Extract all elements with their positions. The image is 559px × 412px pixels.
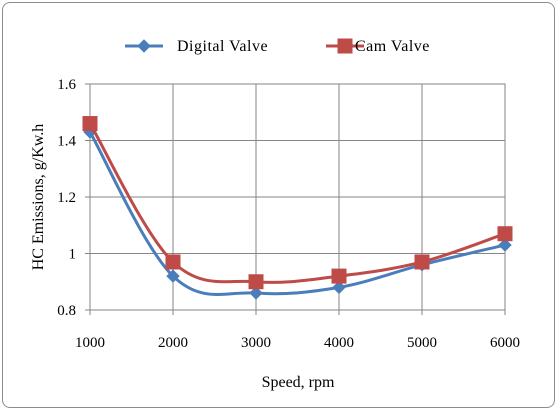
data-point-digital-valve — [498, 238, 512, 252]
y-tick-label: 1.4 — [57, 134, 76, 150]
legend-label-cam-valve: Cam Valve — [355, 38, 430, 55]
y-tick-label: 1.6 — [57, 77, 76, 93]
data-point-cam-valve — [414, 254, 430, 270]
chart-frame — [2, 2, 555, 408]
legend-marker-digital-valve — [137, 39, 151, 53]
grid-lines — [89, 83, 506, 311]
legend-marker-cam-valve — [337, 38, 353, 54]
y-axis-ticks: 0.8 1 1.2 1.4 1.6 — [57, 77, 90, 319]
x-axis-ticks: 1000 2000 3000 4000 5000 6000 — [75, 310, 520, 351]
data-point-digital-valve — [249, 286, 263, 300]
y-tick-label: 1 — [69, 247, 77, 263]
x-axis-title: Speed, rpm — [262, 374, 335, 391]
x-tick-label: 3000 — [241, 335, 271, 351]
data-point-cam-valve — [165, 254, 181, 270]
y-axis-title: HC Emissions, g/Kw.h — [30, 124, 47, 271]
series-cam-valve — [82, 116, 513, 290]
legend-label-digital-valve: Digital Valve — [177, 38, 268, 55]
data-point-cam-valve — [248, 274, 264, 290]
y-tick-label: 1.2 — [57, 190, 76, 206]
x-tick-label: 5000 — [407, 335, 437, 351]
data-point-cam-valve — [497, 226, 513, 242]
data-point-cam-valve — [331, 268, 347, 284]
series-digital-valve — [83, 125, 512, 300]
x-tick-label: 4000 — [324, 335, 354, 351]
x-tick-label: 6000 — [490, 335, 520, 351]
data-point-digital-valve — [166, 269, 180, 283]
series-line-digital-valve — [88, 131, 506, 296]
data-point-digital-valve — [332, 280, 346, 295]
x-tick-label: 1000 — [75, 335, 105, 351]
series-group — [82, 116, 513, 300]
y-tick-label: 0.8 — [57, 303, 76, 319]
legend: Digital Valve Cam Valve — [125, 38, 430, 55]
data-point-cam-valve — [82, 116, 98, 132]
x-tick-label: 2000 — [158, 335, 188, 351]
